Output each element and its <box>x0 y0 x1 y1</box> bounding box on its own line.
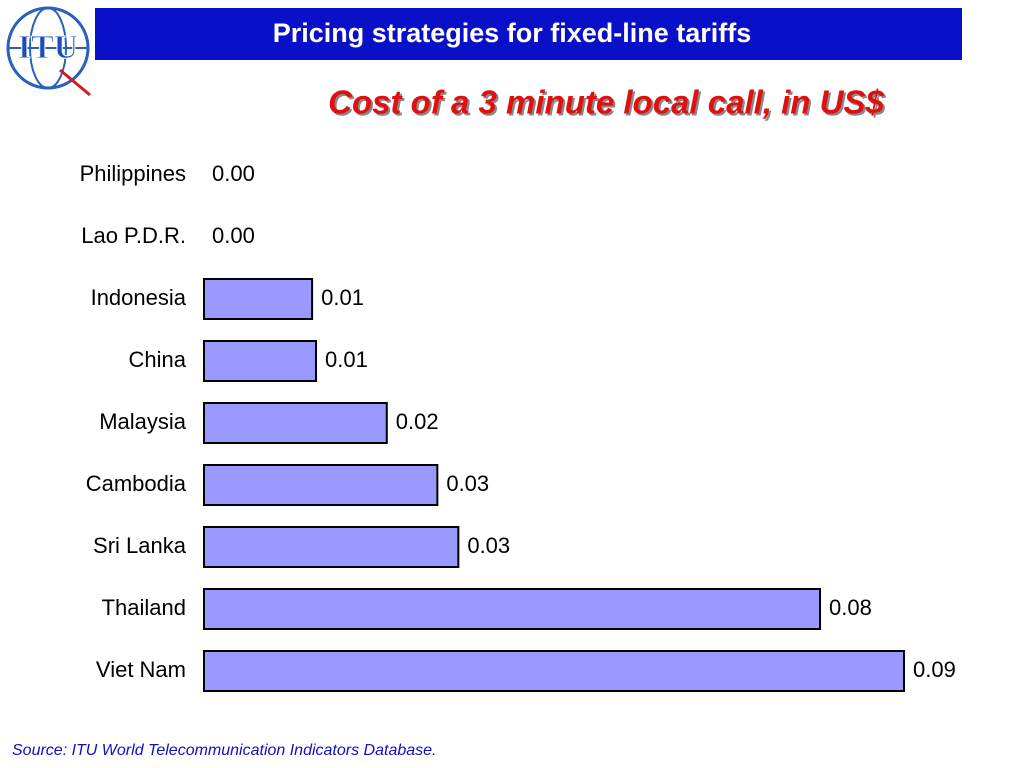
bar <box>203 278 314 320</box>
bar <box>203 340 317 382</box>
category-label: Cambodia <box>86 471 187 496</box>
value-label: 0.00 <box>212 161 255 186</box>
value-label: 0.03 <box>446 471 489 496</box>
value-label: 0.01 <box>325 347 368 372</box>
header-bar <box>95 8 962 60</box>
subtitle-shadow: Cost of a 3 minute local call, in US$ <box>330 86 886 123</box>
chart-subtitle: Cost of a 3 minute local call, in US$ <box>328 84 884 121</box>
bar <box>203 526 460 568</box>
value-label: 0.00 <box>212 223 255 248</box>
category-label: Malaysia <box>99 409 187 434</box>
category-label: China <box>129 347 187 372</box>
category-label: Viet Nam <box>96 657 186 682</box>
source-note: Source: ITU World Telecommunication Indi… <box>12 742 436 759</box>
category-label: Indonesia <box>91 285 187 310</box>
logo-bolt <box>59 68 91 97</box>
bar <box>203 650 905 692</box>
value-label: 0.02 <box>396 409 439 434</box>
plot: Philippines 0.00 Lao P.D.R. 0.00 Indonesia 0.… <box>80 161 956 692</box>
bar <box>203 464 439 506</box>
value-label: 0.08 <box>829 595 872 620</box>
category-label: Sri Lanka <box>93 533 187 558</box>
category-label: Thailand <box>102 595 186 620</box>
slide-title: Pricing strategies for fixed-line tariff… <box>273 18 752 48</box>
bar <box>203 402 388 444</box>
logo-text: ITU <box>18 29 78 66</box>
bar <box>203 588 821 630</box>
logo: ITU <box>6 6 91 97</box>
category-label: Philippines <box>80 161 186 186</box>
value-label: 0.09 <box>913 657 956 682</box>
category-label: Lao P.D.R. <box>81 223 186 248</box>
value-label: 0.03 <box>467 533 510 558</box>
value-label: 0.01 <box>321 285 364 310</box>
